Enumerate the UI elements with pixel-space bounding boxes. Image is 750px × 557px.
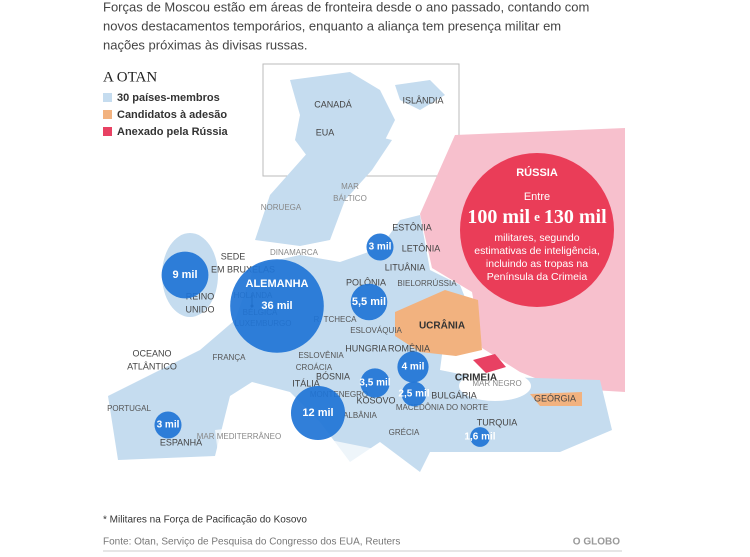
troop-bubble xyxy=(401,381,427,407)
russia-range-part: 130 mil xyxy=(544,206,607,228)
troop-bubble xyxy=(161,251,209,299)
source: Fonte: Otan, Serviço de Pesquisa do Cong… xyxy=(103,537,400,548)
place-label: BIELORRÚSSIA xyxy=(397,279,457,288)
russia-text: incluindo as tropas na xyxy=(486,258,588,270)
place-label: BÁLTICO xyxy=(333,194,367,203)
place-label: KOSOVO xyxy=(356,395,395,405)
intro-line: nações próximas às divisas russas. xyxy=(103,37,307,52)
bubble-label: 3,5 mil xyxy=(359,378,390,389)
place-label: HUNGRIA xyxy=(345,343,387,353)
intro-line: Forças de Moscou estão em áreas de front… xyxy=(103,0,589,14)
troop-bubble xyxy=(470,427,490,447)
place-label: CANADÁ xyxy=(314,99,352,109)
troop-bubble xyxy=(290,385,346,441)
bubble-label: 5,5 mil xyxy=(352,296,386,308)
russia-circle xyxy=(460,153,614,307)
legend-label: Anexado pela Rússia xyxy=(117,126,229,138)
bubble-label: 2,5 mil xyxy=(398,389,429,400)
russia-range-part: 100 mil xyxy=(467,206,530,228)
place-label: MAR NEGRO xyxy=(472,379,521,388)
russia-text: Península da Crimeia xyxy=(487,271,588,283)
russia-title: RÚSSIA xyxy=(516,166,558,179)
black-sea xyxy=(459,371,531,401)
place-label: GRÉCIA xyxy=(389,428,420,437)
place-label: ESLOVÊNIA xyxy=(298,351,344,360)
troop-bubble xyxy=(366,233,394,261)
place-label: ESTÔNIA xyxy=(392,222,432,232)
bubble-label: 9 mil xyxy=(172,269,197,281)
place-label: MACEDÔNIA DO NORTE xyxy=(396,403,488,412)
intro-line: novos destacamentos temporários, enquant… xyxy=(103,18,561,33)
troop-bubble xyxy=(154,411,182,439)
russia-range-part: e xyxy=(534,209,540,224)
troop-bubble xyxy=(350,283,388,321)
place-label: UNIDO xyxy=(186,304,215,314)
legend-label: 30 países-membros xyxy=(117,92,220,104)
place-label: MAR MEDITERRÂNEO xyxy=(197,432,281,441)
mediterranean xyxy=(215,420,380,470)
place-label: OCEANO xyxy=(132,348,171,358)
georgia xyxy=(530,392,582,406)
place-label: BULGÁRIA xyxy=(431,390,477,400)
bubble-label: 3 mil xyxy=(157,420,180,431)
legend-swatch xyxy=(103,127,112,136)
place-label: UCRÂNIA xyxy=(419,319,465,332)
place-label: PORTUGAL xyxy=(107,404,151,413)
place-label: POLÔNIA xyxy=(346,277,386,287)
place-label: SEDE xyxy=(221,251,246,261)
place-label: ISLÂNDIA xyxy=(402,95,443,105)
russia-text: estimativas de inteligência, xyxy=(474,245,599,257)
bubble-label: 1,6 mil xyxy=(464,432,495,443)
place-label: MONTENEGRO xyxy=(310,390,368,399)
place-label: GEÓRGIA xyxy=(534,393,576,403)
scandinavia xyxy=(255,130,392,246)
place-label: ESLOVÁQUIA xyxy=(350,326,402,335)
legend-label: Candidatos à adesão xyxy=(117,109,227,121)
troop-bubble xyxy=(397,351,429,383)
place-label: ROMÊNIA xyxy=(388,343,430,353)
bubble-label: 3 mil xyxy=(369,242,392,253)
brand: O GLOBO xyxy=(573,537,620,548)
place-label: ATLÂNTICO xyxy=(127,361,177,371)
place-label: ESPANHA xyxy=(160,437,202,447)
place-label: NORUEGA xyxy=(261,203,302,212)
troop-bubble xyxy=(230,259,324,353)
place-label: LITUÂNIA xyxy=(385,262,426,272)
crimea xyxy=(473,354,506,373)
place-label: LETÔNIA xyxy=(402,243,441,253)
place-label: DINAMARCA xyxy=(270,248,319,257)
ukraine xyxy=(395,290,482,356)
europe-members xyxy=(108,215,612,472)
place-label: EM BRUXELAS xyxy=(211,264,275,274)
place-label: FRANÇA xyxy=(213,353,247,362)
place-label: TURQUIA xyxy=(477,417,518,427)
troop-bubble xyxy=(360,368,390,398)
bubble-label: 12 mil xyxy=(302,407,333,419)
russia-line: Entre xyxy=(524,191,550,203)
legend-swatch xyxy=(103,93,112,102)
bubble-label: 4 mil xyxy=(402,362,425,373)
place-label: REINO xyxy=(186,291,215,301)
place-label: CRIMEIA xyxy=(455,373,497,384)
bubble-name: ALEMANHA xyxy=(246,278,309,290)
place-label: R. TCHECA xyxy=(314,315,358,324)
bubble-label: 36 mil xyxy=(261,300,292,312)
place-label: ALBÂNIA xyxy=(343,411,377,420)
place-label: ITÁLIA xyxy=(292,378,320,388)
russia-text: militares, segundo xyxy=(494,232,579,244)
russia-range: 100 mil e 130 mil xyxy=(467,206,607,228)
place-label: CROÁCIA xyxy=(296,363,333,372)
place-label: EUA xyxy=(316,127,335,137)
legend-swatch xyxy=(103,110,112,119)
map-title: A OTAN xyxy=(103,69,157,85)
place-label: BÓSNIA xyxy=(316,371,350,381)
place-label: MAR xyxy=(341,182,359,191)
inset-iceland xyxy=(395,80,445,110)
footnote: * Militares na Força de Pacificação do K… xyxy=(103,515,307,526)
